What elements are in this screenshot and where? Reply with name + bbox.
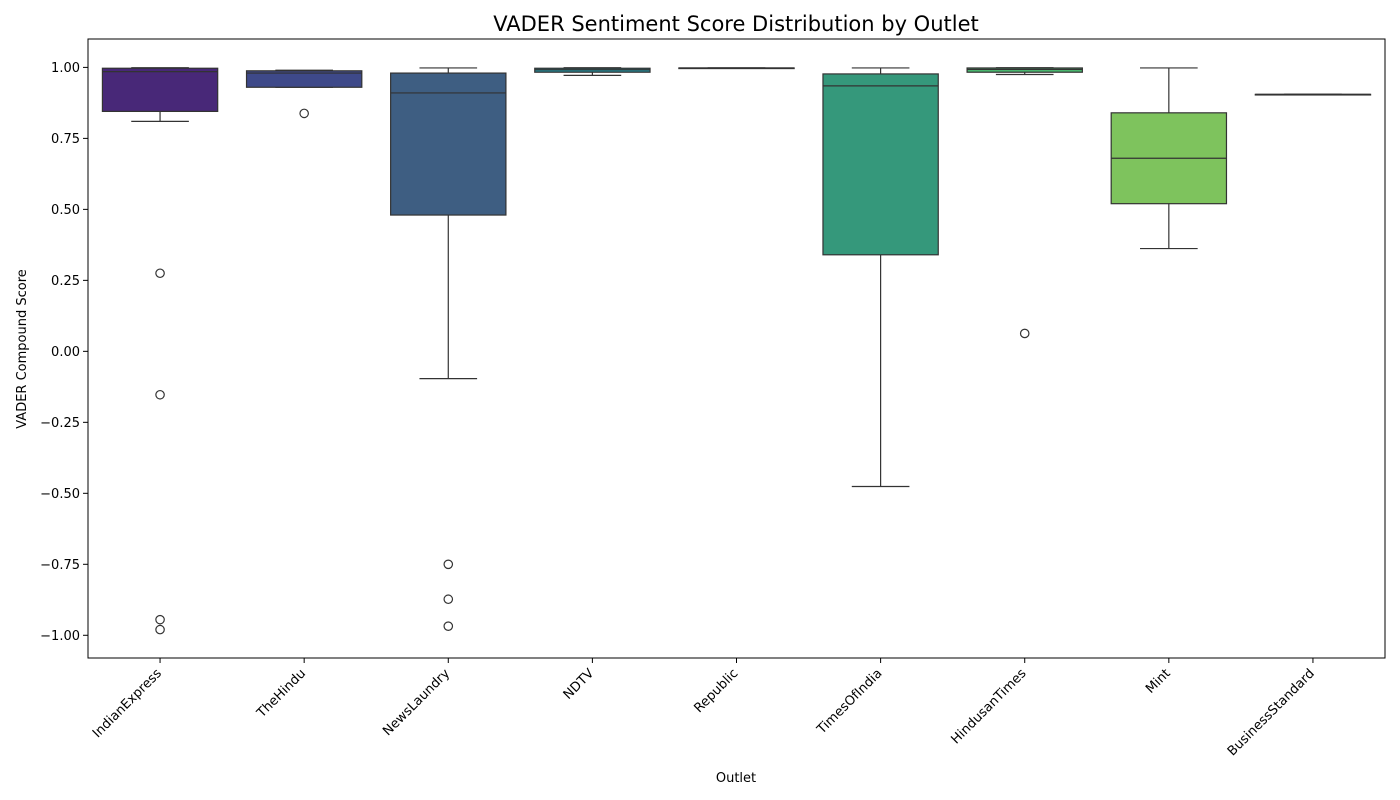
x-tick-label: TheHindu	[254, 666, 309, 721]
iqr-box	[966, 67, 1083, 73]
x-tick-label: IndianExpress	[90, 666, 165, 741]
x-tick-label: Mint	[1143, 666, 1174, 697]
outlier-point	[443, 559, 454, 570]
y-tick-label: −1.00	[40, 629, 80, 644]
y-axis: 1.00 0.75 0.50 0.25 0.00 −0.25 −0.50 −0.75 −1.00	[40, 61, 88, 644]
chart-title: VADER Sentiment Score Distribution by Ou…	[493, 12, 979, 36]
y-tick-label: −0.50	[40, 487, 80, 502]
x-axis: IndianExpress TheHindu NewsLaundry NDTV Repu…	[90, 658, 1318, 759]
outlier-point	[443, 621, 454, 631]
box-group-hindusantimes	[966, 67, 1083, 339]
box-group-thehindu	[245, 69, 363, 119]
x-tick-label: Republic	[691, 666, 741, 716]
iqr-box	[245, 70, 363, 88]
outlier-point	[155, 268, 165, 279]
y-axis-label: VADER Compound Score	[15, 269, 30, 429]
y-tick-label: 1.00	[51, 61, 80, 76]
x-tick-label: NewsLaundry	[380, 666, 453, 739]
outlier-point	[443, 594, 454, 605]
outlier-point	[155, 614, 165, 625]
plot-area	[101, 67, 1372, 635]
y-tick-label: 0.00	[51, 345, 80, 360]
box-group-timesofindia	[822, 67, 939, 488]
outlier-point	[1019, 328, 1030, 339]
box-group-newslaundry	[390, 67, 507, 631]
iqr-box	[390, 72, 507, 216]
box-group-republic	[678, 67, 795, 70]
box-group-indianexpress	[101, 67, 219, 635]
iqr-box	[101, 67, 219, 113]
outlier-point	[155, 624, 165, 635]
outlier-point	[299, 108, 309, 119]
x-axis-label: Outlet	[716, 771, 756, 786]
y-tick-label: −0.75	[40, 558, 80, 573]
iqr-box	[822, 73, 939, 256]
outlier-point	[155, 389, 165, 400]
y-tick-label: 0.50	[51, 203, 80, 218]
x-tick-label: NDTV	[561, 666, 598, 703]
box-group-mint	[1110, 67, 1228, 250]
x-tick-label: TimesOfIndia	[814, 666, 886, 738]
x-tick-label: HindusanTimes	[948, 666, 1029, 747]
box-group-businessstandard	[1254, 93, 1372, 96]
y-tick-label: 0.25	[51, 274, 80, 289]
y-tick-label: −0.25	[40, 416, 80, 431]
x-tick-label: BusinessStandard	[1225, 666, 1318, 759]
box-group-ndtv	[534, 67, 651, 76]
y-tick-label: 0.75	[51, 132, 80, 147]
